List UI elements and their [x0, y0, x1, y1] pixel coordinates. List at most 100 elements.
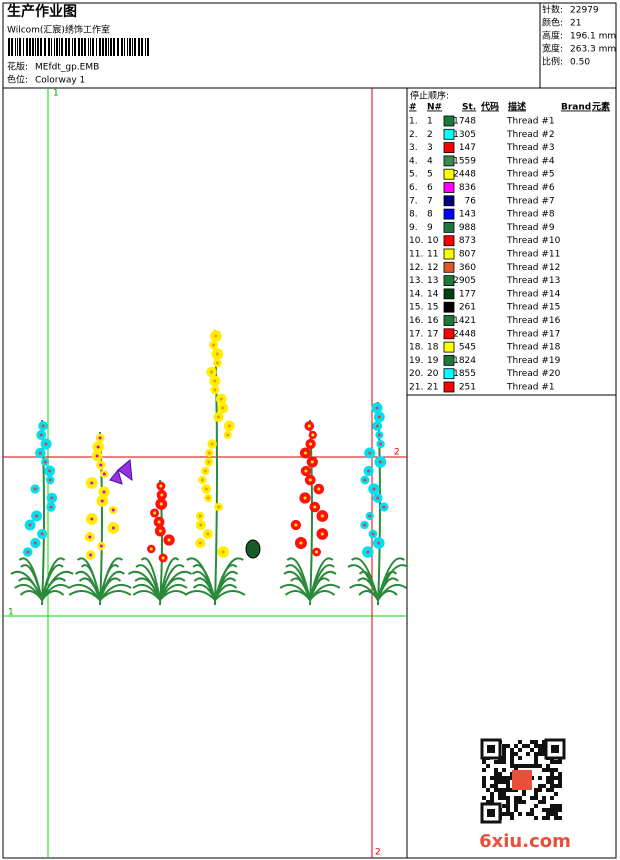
blossom-center	[99, 544, 103, 548]
row-number: 3.	[409, 143, 418, 153]
needle: 20	[427, 369, 439, 379]
qr-logo	[512, 770, 532, 790]
qr-cell	[550, 776, 554, 780]
row-number: 20.	[409, 369, 423, 379]
blossom-center	[303, 496, 307, 500]
qr-cell	[494, 760, 498, 764]
field-label: 色位:	[7, 74, 28, 86]
qr-cell	[506, 808, 510, 812]
blossom-center	[44, 442, 48, 446]
qr-cell	[530, 748, 534, 752]
blossom-center	[311, 433, 315, 437]
stat-value: 0.50	[570, 58, 590, 68]
color-swatch	[443, 328, 455, 340]
column-header: St.	[462, 103, 476, 113]
blossom-center	[308, 478, 312, 482]
needle: 15	[427, 303, 438, 313]
stitches: 2905	[453, 276, 476, 286]
bar	[90, 38, 91, 56]
color-swatch	[443, 381, 455, 393]
qr-cell	[554, 760, 558, 764]
qr-cell	[526, 812, 530, 816]
qr-cell	[550, 760, 554, 764]
stitches: 836	[459, 183, 476, 193]
stitches: 2448	[453, 170, 476, 180]
qr-cell	[490, 792, 494, 796]
bar	[56, 38, 58, 56]
blossom-center	[50, 496, 54, 500]
guide-label: 2	[375, 848, 381, 858]
color-swatch	[443, 248, 455, 260]
blossom-center	[215, 352, 219, 356]
qr-cell	[558, 804, 562, 808]
qr-cell	[498, 772, 502, 776]
qr-cell	[486, 764, 490, 768]
qr-cell	[494, 772, 498, 776]
blossom-center	[375, 406, 379, 410]
qr-cell	[490, 776, 494, 780]
bar	[74, 38, 76, 56]
qr-cell	[554, 792, 558, 796]
blossom-center	[102, 472, 106, 476]
bar	[124, 38, 125, 56]
stitches: 147	[459, 143, 476, 153]
blossom-center	[317, 487, 321, 491]
qr-cell	[550, 768, 554, 772]
field-value: MEfdt_gp.EMB	[35, 63, 99, 73]
qr-cell	[498, 788, 502, 792]
bar	[121, 38, 123, 56]
qr-cell	[558, 784, 562, 788]
blossom-center	[294, 523, 298, 527]
bar	[61, 38, 63, 56]
qr-cell	[534, 764, 538, 768]
blossom-center	[100, 499, 104, 503]
qr-cell	[482, 780, 486, 784]
qr-cell	[510, 760, 514, 764]
qr-cell	[538, 748, 542, 752]
description: Thread #15	[506, 303, 560, 313]
qr-cell	[482, 796, 486, 800]
needle: 17	[427, 329, 438, 339]
description: Thread #6	[506, 183, 555, 193]
qr-cell	[522, 764, 526, 768]
description: Thread #11	[506, 250, 560, 260]
row-number: 14.	[409, 289, 423, 299]
qr-cell	[518, 800, 522, 804]
qr-cell	[514, 808, 518, 812]
bar	[141, 38, 143, 56]
blossom-center	[368, 451, 372, 455]
blossom-center	[159, 484, 163, 488]
leaf	[309, 577, 330, 601]
qr-cell	[538, 764, 542, 768]
qr-cell	[550, 788, 554, 792]
qr-cell	[550, 796, 554, 800]
qr-cell	[526, 752, 530, 756]
blossom-center	[200, 478, 204, 482]
color-swatch	[443, 261, 455, 273]
bar	[117, 38, 119, 56]
needle: 9	[427, 223, 433, 233]
qr-cell	[506, 784, 510, 788]
blossom-center	[320, 532, 324, 536]
blossom-center	[204, 487, 208, 491]
stitches: 988	[459, 223, 476, 233]
subtitle: Wilcom(汇宸)绣饰工作室	[7, 24, 110, 36]
qr-cell	[498, 776, 502, 780]
color-swatch	[443, 155, 455, 167]
qr-cell	[502, 812, 506, 816]
blossom-center	[310, 460, 314, 464]
description: Thread #17	[506, 329, 560, 339]
qr-cell	[498, 792, 502, 796]
needle: 7	[427, 196, 433, 206]
stitches: 360	[459, 263, 476, 273]
qr-cell	[530, 764, 534, 768]
description: Thread #16	[506, 316, 561, 326]
row-number: 6.	[409, 183, 418, 193]
leaf	[358, 590, 379, 601]
bar	[99, 38, 101, 56]
qr-cell	[502, 776, 506, 780]
blossom-center	[215, 361, 219, 365]
qr-cell	[502, 752, 506, 756]
